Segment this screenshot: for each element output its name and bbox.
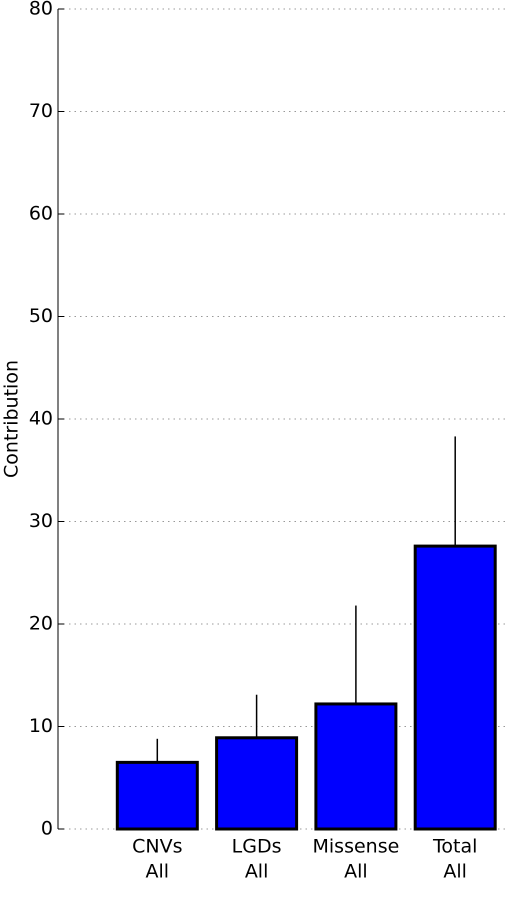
x-tick-label: Total xyxy=(432,836,477,858)
y-tick-label: 20 xyxy=(29,613,53,635)
bar xyxy=(413,544,497,831)
y-tick-label: 30 xyxy=(29,510,53,532)
x-tick-label: All xyxy=(344,861,368,883)
y-axis-label: Contribution xyxy=(1,360,23,478)
y-tick-label: 70 xyxy=(29,100,53,122)
x-tick-label: CNVs xyxy=(132,836,182,858)
x-tick-label: Missense xyxy=(313,836,400,858)
y-tick-label: 10 xyxy=(29,715,53,737)
y-tick-label: 60 xyxy=(29,203,53,225)
x-tick-label: All xyxy=(245,861,269,883)
x-tick-label: LGDs xyxy=(232,836,282,858)
bar xyxy=(115,760,199,831)
bar xyxy=(314,702,398,831)
x-tick-label: All xyxy=(146,861,170,883)
bar xyxy=(215,736,299,831)
y-tick-label: 0 xyxy=(41,818,53,840)
y-tick-label: 80 xyxy=(29,0,53,20)
y-tick-label: 40 xyxy=(29,408,53,430)
x-tick-label: All xyxy=(443,861,467,883)
y-tick-label: 50 xyxy=(29,305,53,327)
